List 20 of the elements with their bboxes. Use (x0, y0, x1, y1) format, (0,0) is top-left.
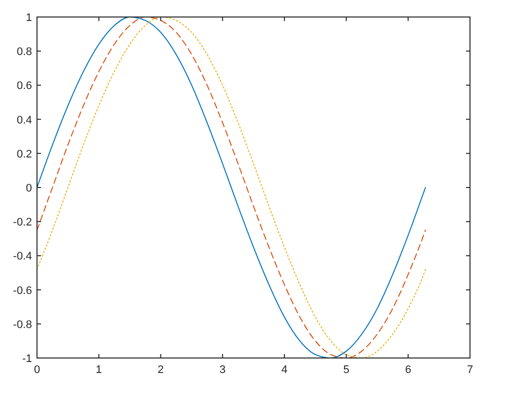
x-tick-label: 6 (405, 364, 412, 376)
x-tick-label: 2 (158, 364, 164, 376)
y-tick-label: -0.6 (13, 284, 32, 297)
x-tick-label: 1 (96, 364, 102, 376)
y-tick-label: 0.8 (16, 46, 32, 58)
y-tick-label: 0 (26, 182, 32, 194)
y-tick-label: 1 (26, 12, 32, 24)
y-tick-label: -1 (22, 353, 32, 365)
y-tick-label: -0.4 (13, 250, 32, 263)
x-tick-label: 3 (220, 364, 226, 376)
x-tick-label: 4 (281, 364, 288, 376)
y-tick-label: 0.6 (16, 80, 32, 92)
y-tick-label: -0.2 (13, 216, 32, 229)
x-tick-label: 7 (466, 364, 474, 376)
y-tick-label: 0.2 (16, 148, 32, 160)
line-series (36, 16, 426, 358)
x-tick-label: 0 (34, 364, 40, 376)
x-tick-label: 5 (343, 364, 350, 376)
y-tick-label: -0.8 (13, 318, 32, 331)
y-tick-label: 0.4 (16, 114, 32, 126)
